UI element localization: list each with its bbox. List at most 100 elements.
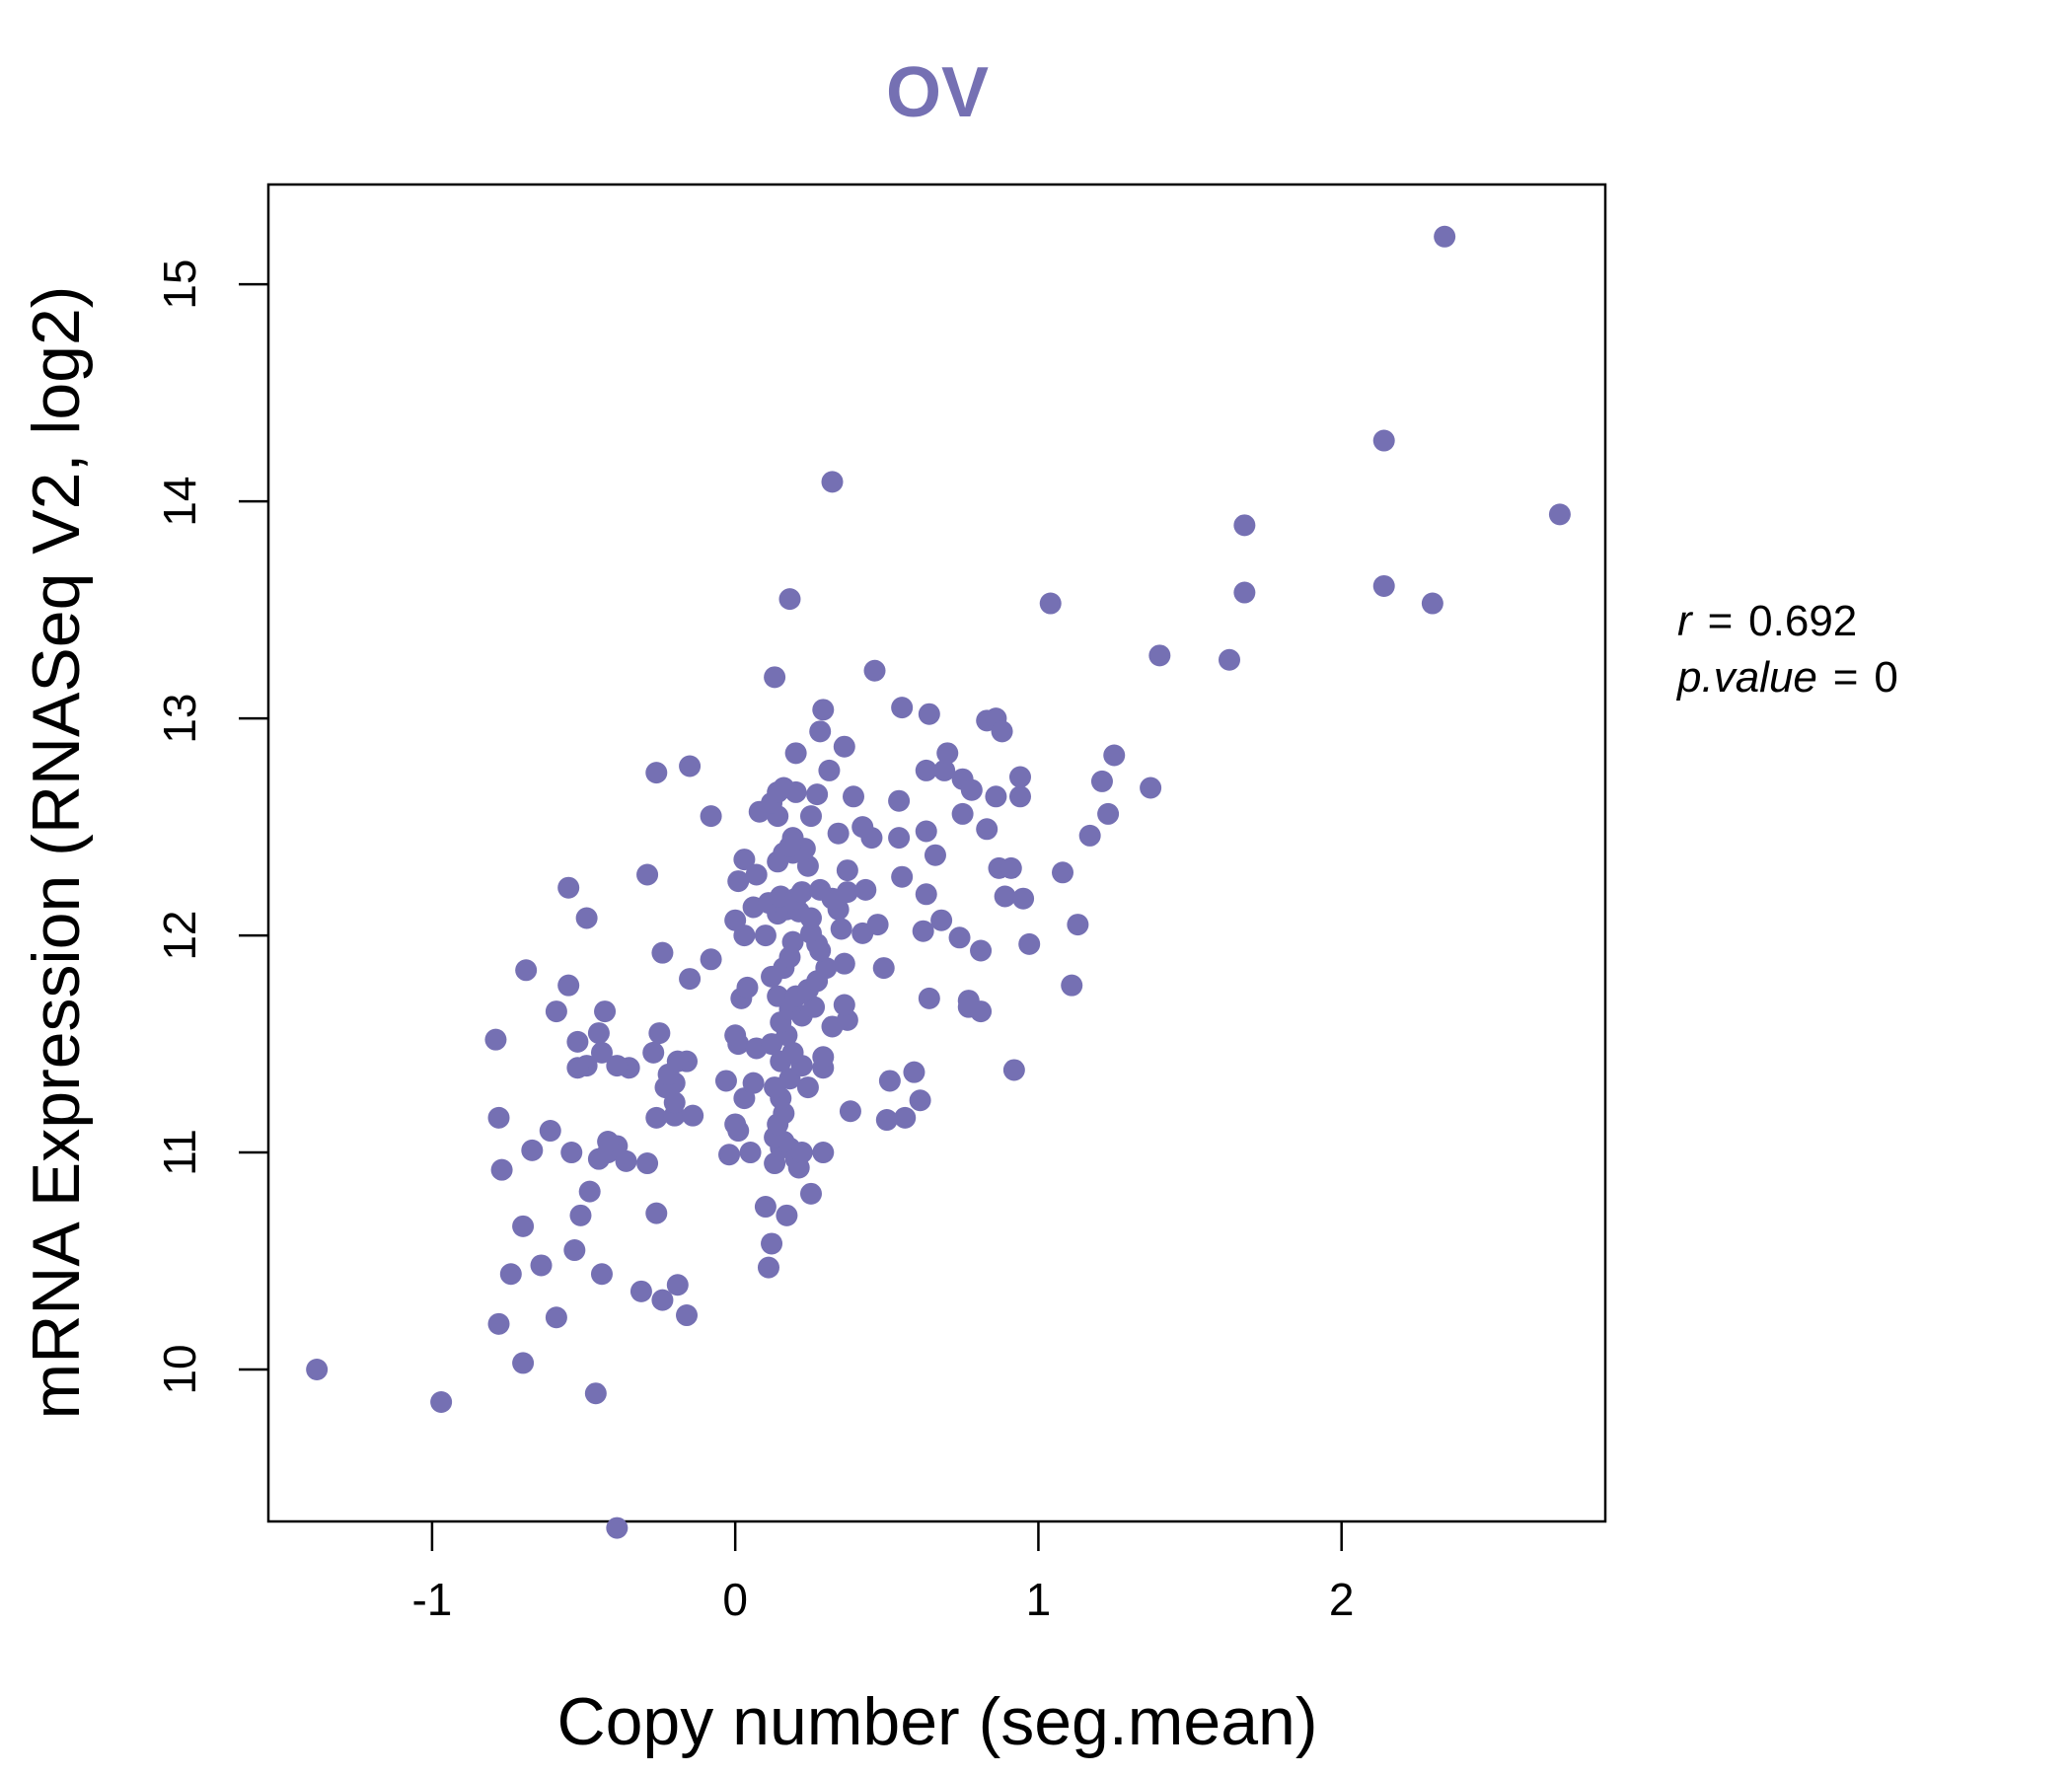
- data-point: [1421, 592, 1443, 615]
- data-point: [833, 994, 855, 1016]
- data-point: [821, 471, 844, 493]
- data-point: [866, 914, 889, 936]
- p-value: 0: [1874, 653, 1898, 702]
- y-tick-label: 10: [154, 1344, 205, 1394]
- data-point: [1140, 777, 1162, 799]
- data-point: [806, 783, 829, 806]
- data-point: [784, 742, 807, 765]
- data-point: [936, 742, 959, 765]
- data-point: [718, 1144, 741, 1166]
- data-point: [484, 1028, 507, 1051]
- data-point: [645, 1202, 668, 1224]
- data-point: [809, 720, 832, 743]
- data-point: [918, 703, 940, 725]
- data-point: [843, 785, 865, 808]
- data-point: [757, 1256, 779, 1279]
- data-point: [836, 859, 858, 882]
- data-point: [991, 720, 1013, 743]
- data-point: [930, 909, 953, 931]
- data-point: [1078, 824, 1101, 847]
- data-point: [764, 666, 786, 689]
- data-point: [796, 1076, 819, 1099]
- data-point: [651, 941, 674, 964]
- data-point: [587, 1022, 610, 1045]
- data-point: [563, 1239, 586, 1262]
- data-point: [682, 1104, 704, 1127]
- data-point: [736, 976, 759, 999]
- data-point: [761, 1232, 783, 1255]
- data-point: [796, 854, 819, 877]
- data-point: [799, 907, 822, 929]
- data-point: [512, 1215, 535, 1237]
- plot-frame: [266, 183, 1607, 1523]
- data-point: [891, 697, 914, 719]
- data-point: [1002, 1059, 1025, 1081]
- data-point: [915, 883, 937, 906]
- data-point: [1548, 503, 1571, 526]
- data-point: [761, 965, 783, 988]
- data-point: [1233, 581, 1256, 604]
- data-point: [812, 1046, 835, 1069]
- data-point: [878, 1070, 901, 1092]
- data-point: [903, 1061, 925, 1083]
- data-point: [1061, 974, 1083, 997]
- data-point: [888, 789, 911, 812]
- data-point: [812, 699, 835, 721]
- data-point: [1219, 648, 1241, 671]
- data-point: [803, 996, 826, 1018]
- data-point: [606, 1055, 629, 1077]
- r-label: r: [1677, 597, 1692, 645]
- data-point: [636, 863, 659, 886]
- data-point: [872, 957, 895, 980]
- data-point: [1434, 225, 1456, 248]
- data-point: [951, 802, 974, 825]
- data-point: [666, 1050, 689, 1073]
- data-point: [754, 1196, 777, 1219]
- data-point: [566, 1057, 589, 1079]
- chart-title: OV: [886, 53, 989, 132]
- data-point: [727, 870, 750, 893]
- x-tick-label: 2: [1329, 1574, 1355, 1625]
- data-point: [863, 659, 886, 682]
- data-point: [781, 1041, 804, 1064]
- data-point: [1103, 744, 1126, 767]
- data-point: [539, 1120, 561, 1143]
- data-point: [557, 876, 580, 899]
- data-point: [648, 1022, 671, 1045]
- data-point: [1372, 429, 1395, 452]
- data-point: [642, 1041, 665, 1064]
- data-point: [1039, 592, 1062, 615]
- data-point: [1097, 802, 1120, 825]
- data-point: [645, 1106, 668, 1129]
- data-point: [839, 1100, 861, 1123]
- data-point: [733, 849, 756, 871]
- data-point: [773, 777, 795, 799]
- data-point: [566, 1030, 589, 1053]
- data-point: [578, 1180, 601, 1203]
- data-point: [851, 816, 874, 839]
- data-point: [799, 922, 822, 944]
- data-point: [306, 1359, 329, 1381]
- data-point: [560, 1142, 583, 1164]
- data-point: [809, 939, 832, 962]
- data-point: [888, 827, 911, 850]
- data-point: [970, 1000, 993, 1023]
- data-point: [830, 918, 852, 940]
- data-point: [827, 822, 850, 845]
- data-point: [651, 1289, 674, 1311]
- data-point: [430, 1391, 453, 1414]
- data-point: [933, 759, 956, 781]
- data-point: [745, 863, 768, 886]
- data-point: [521, 1139, 544, 1161]
- y-tick-label: 15: [154, 259, 205, 310]
- data-point: [970, 939, 993, 962]
- data-point: [545, 1000, 567, 1023]
- data-point: [809, 878, 832, 901]
- y-tick-label: 11: [154, 1129, 205, 1176]
- data-point: [1372, 574, 1395, 597]
- data-point: [714, 1070, 737, 1092]
- data-point: [894, 1106, 917, 1129]
- data-point: [645, 762, 668, 784]
- data-point: [676, 1304, 699, 1327]
- data-point: [1067, 914, 1089, 936]
